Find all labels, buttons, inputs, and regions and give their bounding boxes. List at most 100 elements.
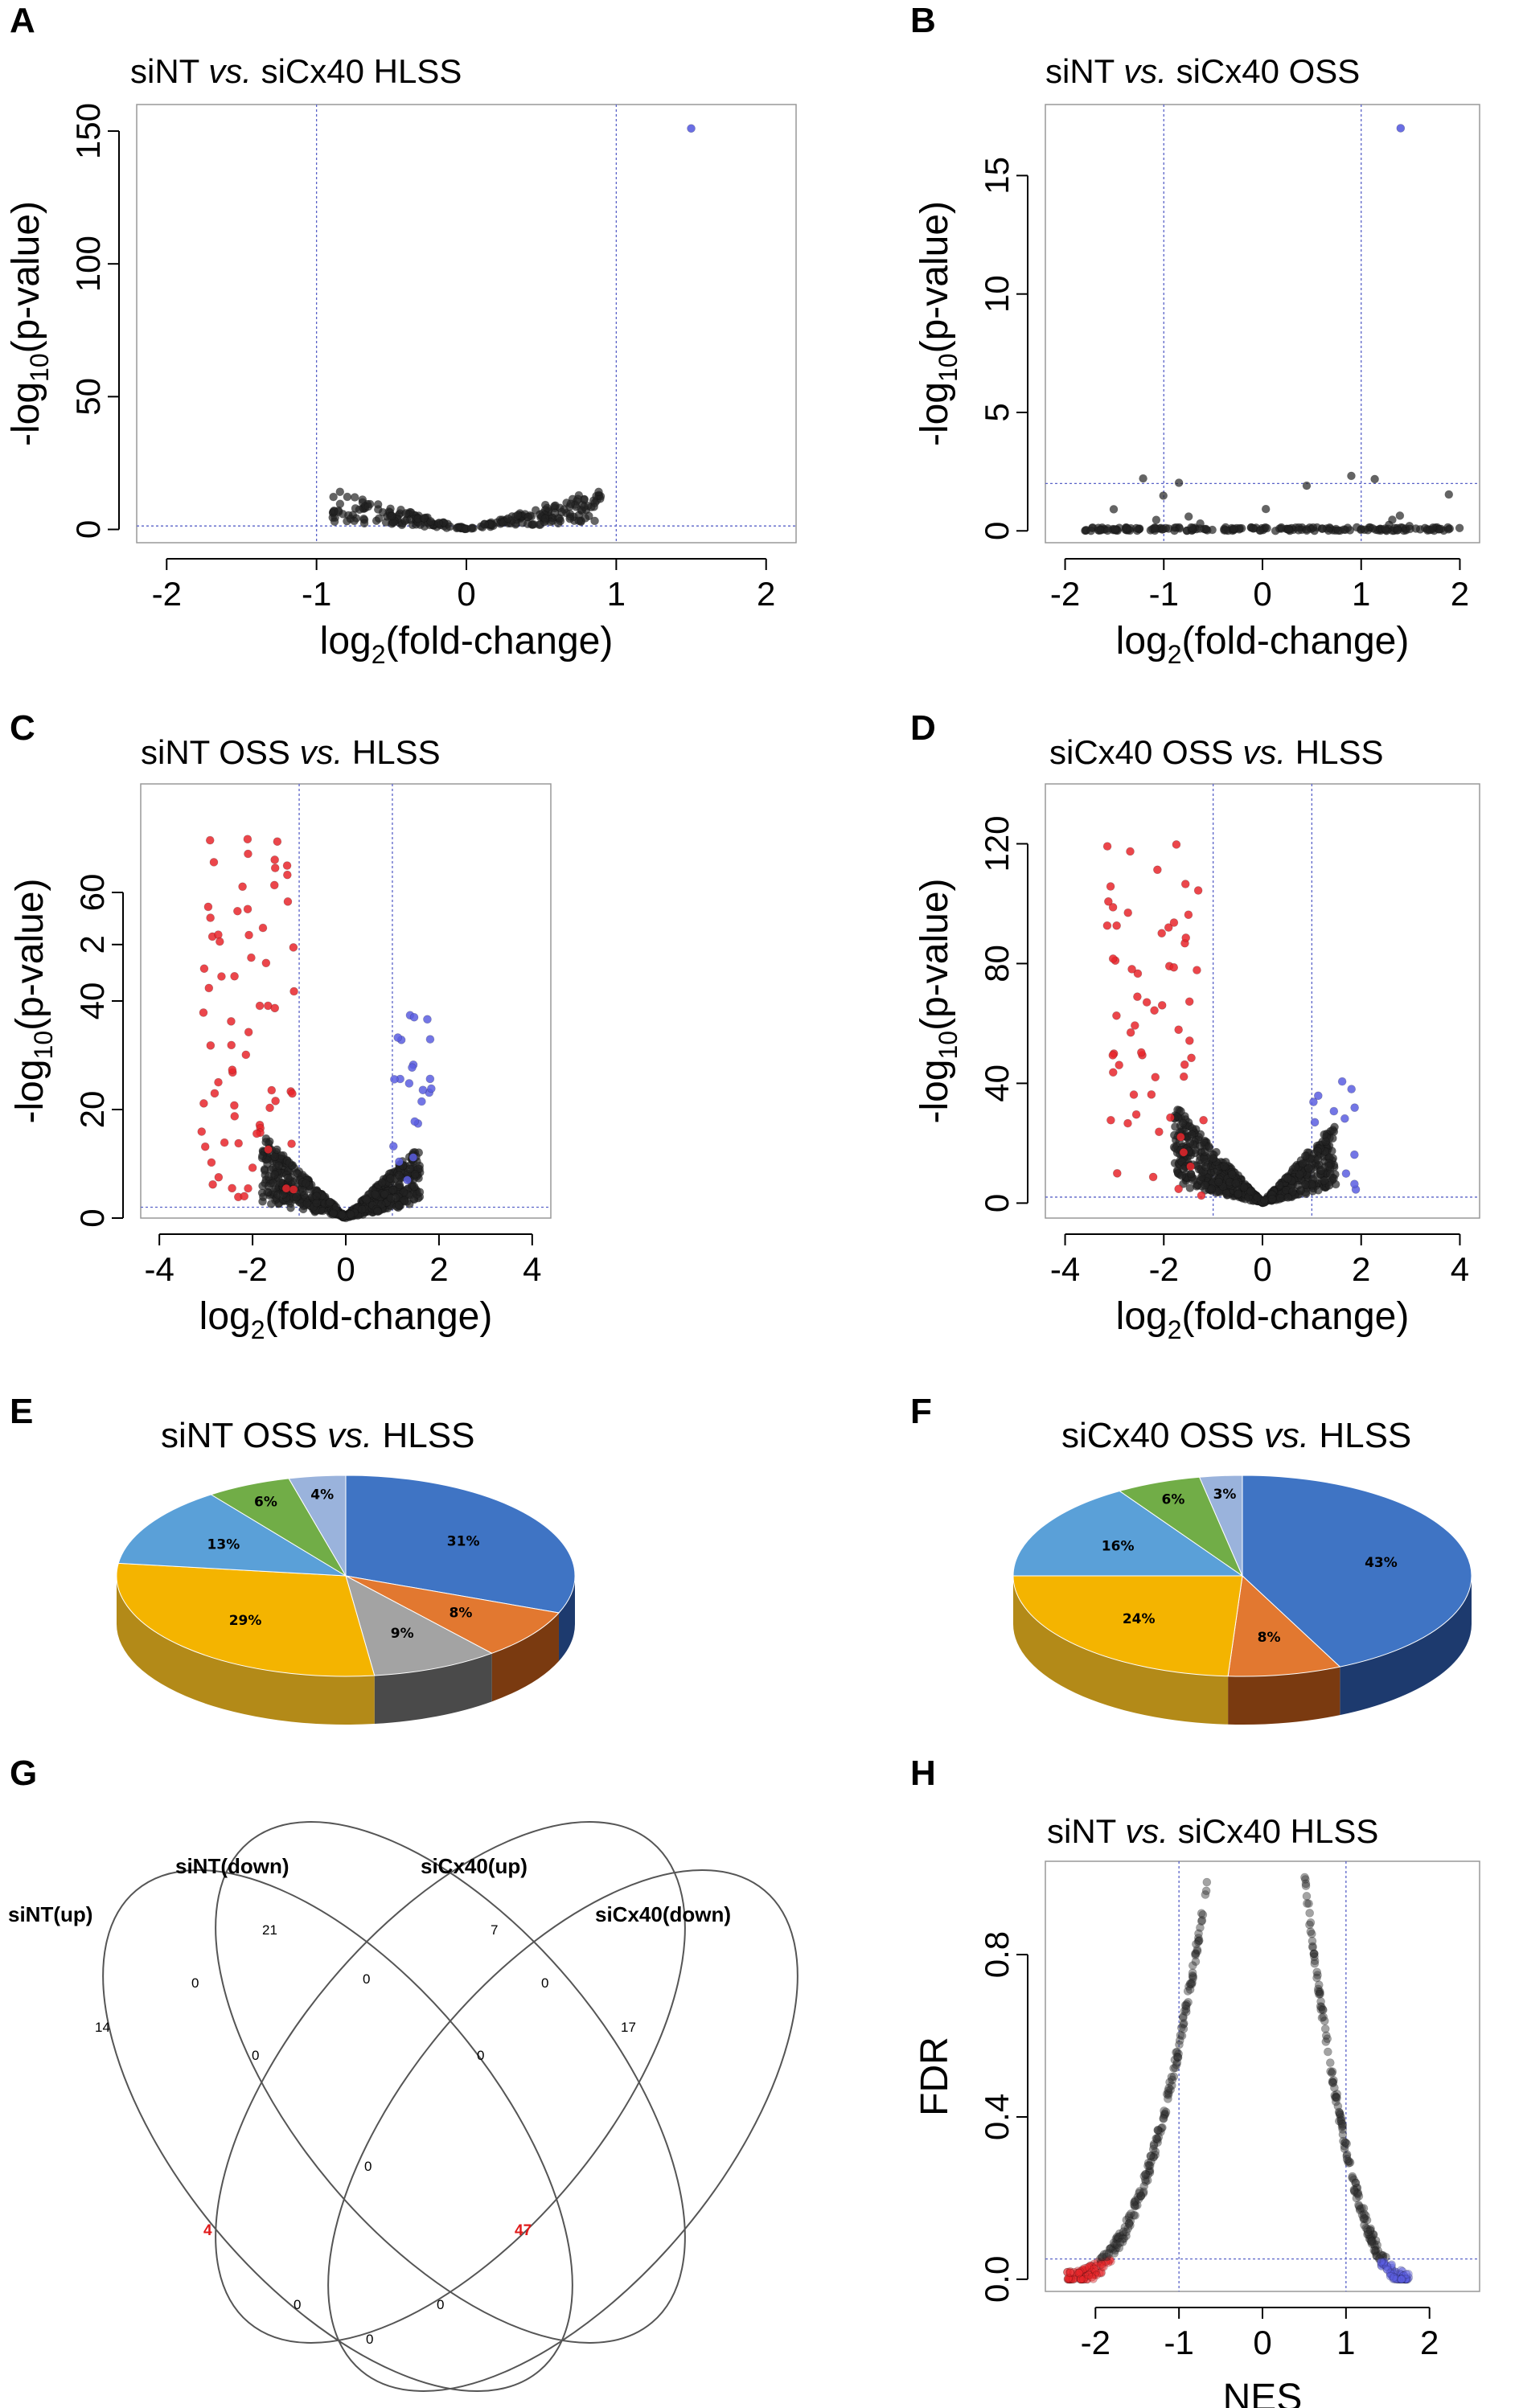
data-point-sig [1065,2268,1075,2278]
data-point-sig [1064,2274,1073,2283]
data-point-ns [400,516,410,526]
data-point-ns [1179,2013,1188,2023]
data-point-ns [1105,2244,1115,2254]
data-point-up [390,1075,399,1084]
data-point-ns [1443,523,1452,532]
data-point-sig [1390,2273,1398,2282]
y-tick-label: 0.4 [978,2094,1016,2140]
data-point-up [1347,1085,1356,1093]
x-tick-label: 1 [1336,2324,1355,2361]
data-point-down [271,1097,280,1106]
data-point-sig [1390,2267,1400,2276]
data-point-ns [1134,2195,1143,2204]
data-point-sig [1092,2262,1101,2271]
x-axis-title: log2(fold-change) [320,620,614,669]
panel-letter-e: E [10,1392,33,1431]
data-point-ns [1123,2224,1133,2233]
data-point-down [287,1139,296,1148]
data-point-ns [415,1188,425,1196]
data-point-sig [1063,2275,1073,2284]
data-point-ns [1127,2209,1135,2218]
data-point-sig [1094,2268,1104,2278]
data-point-sig [1085,2269,1094,2278]
data-point-ns [1185,1138,1195,1147]
x-axis-title: log2(fold-change) [199,1295,493,1344]
data-point-ns [1324,1161,1333,1171]
data-point-ns [1309,1949,1319,1959]
data-point-ns [1184,512,1193,521]
data-point-ns [1099,2250,1109,2259]
pie-slice-label: 29% [229,1613,262,1629]
data-point-ns [1303,1899,1312,1908]
data-point-ns [1352,2189,1361,2198]
data-point-ns [400,1196,409,1205]
x-axis-title-part: (fold-change) [265,1295,493,1338]
data-point-down [210,1089,220,1098]
data-point-down [283,897,293,906]
data-point-ns [1130,2201,1139,2211]
data-point-ns [386,1174,395,1183]
data-point-sig [1078,2275,1087,2284]
data-point-sig [1069,2267,1078,2277]
panel-c-title: siNT OSS vs. HLSS [141,733,441,771]
venn-count: 0 [363,1971,370,1987]
data-point-sig [1097,2257,1106,2266]
data-point-ns [1347,471,1356,481]
data-point-sig [1402,2275,1410,2284]
data-point-ns [1144,2160,1154,2170]
data-point-sig [1390,2269,1399,2278]
data-point-ns [1194,1936,1204,1945]
data-point-ns [1108,2245,1118,2254]
data-point-ns [312,1192,322,1201]
data-point-ns [1325,2058,1335,2067]
data-point-ns [1338,2130,1348,2139]
data-point-sig [1063,2267,1072,2277]
data-point-ns [1160,2110,1170,2119]
data-point-sig [1090,2270,1098,2279]
data-point-ns [357,1204,367,1214]
data-point-up [1350,1179,1359,1188]
data-point-down [1176,1132,1185,1142]
data-point-ns [1126,2221,1135,2230]
y-tick-label: 0 [69,520,107,539]
data-point-up [409,1012,419,1022]
data-point-ns [1197,1909,1206,1918]
data-point-down [270,864,280,872]
data-point-sig [1076,2275,1086,2284]
pie-slice-label: 24% [1123,1611,1156,1627]
data-point-ns [1115,2229,1124,2238]
data-point-ns [1188,1978,1197,1988]
x-tick-label: 0 [1253,2324,1271,2361]
x-tick-label: 1 [607,575,626,613]
x-axis-title: log2(fold-change) [1116,1295,1410,1344]
data-point-down [1185,1036,1194,1045]
data-point-ns [1303,1163,1313,1173]
x-axis-title-part: (fold-change) [1182,620,1410,663]
volcano-plot-c: -4 -2 0 2 402040602log2(fold-change)-log10(p… [9,783,552,1344]
data-point-down [264,1145,273,1155]
data-point-ns [1354,2201,1363,2209]
data-point-down [199,964,209,974]
data-point-ns [1359,2213,1368,2222]
panel-b-title: siNT vs. siCx40 OSS [1045,52,1360,90]
data-point-ns [1157,2123,1166,2133]
data-point-sig [1075,2267,1085,2276]
data-point-down [267,1085,277,1095]
x-tick-label: 2 [1451,575,1469,613]
data-point-ns [1179,2020,1188,2029]
pie-slice-label: 43% [1365,1555,1398,1571]
data-point-ns [394,1200,404,1210]
data-point-ns [1139,474,1147,483]
data-point-ns [1131,2201,1140,2210]
data-point-ns [426,517,435,526]
panel-d-title: siCx40 OSS vs. HLSS [1049,733,1383,771]
data-point-ns [551,501,560,511]
data-point-ns [1189,1972,1198,1981]
data-point-ns [1335,2110,1345,2119]
data-point-ns [1191,1949,1200,1959]
data-point-ns [1154,2126,1164,2135]
data-point-ns [1234,1189,1243,1199]
data-point-down [208,1179,217,1189]
data-point-ns [269,1179,277,1188]
data-point-sig [1068,2275,1078,2284]
